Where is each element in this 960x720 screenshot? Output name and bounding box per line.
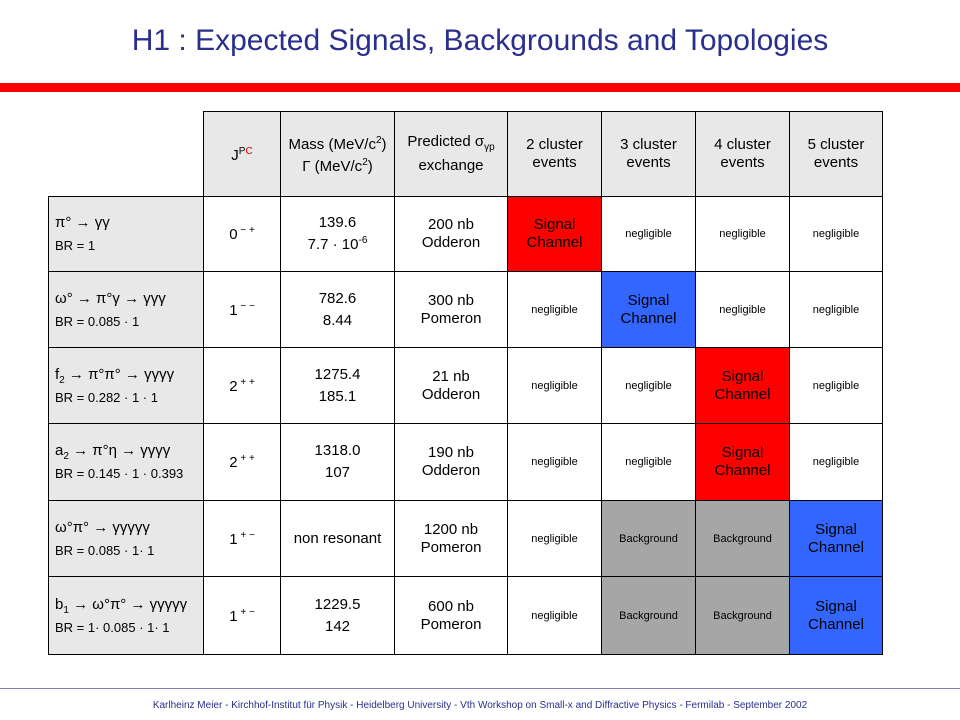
- cross-section-header: Predicted σγp exchange: [394, 111, 508, 197]
- cross-section-cell: 300 nb Pomeron: [394, 271, 508, 348]
- signals-table: JPC Mass (MeV/c2) Γ (MeV/c2) Predicted σ…: [48, 111, 883, 655]
- negligible-cell: negligible: [507, 271, 602, 348]
- mass-cell: non resonant: [280, 500, 395, 577]
- negligible-cell: negligible: [507, 347, 602, 424]
- mass-header: Mass (MeV/c2) Γ (MeV/c2): [280, 111, 395, 197]
- negligible-cell: negligible: [695, 271, 790, 348]
- negligible-cell: negligible: [507, 423, 602, 501]
- decay-cell: f2 → π°π° → γγγγ BR = 0.282 · 1 · 1: [48, 347, 204, 424]
- jpc-cell: 2 + +: [203, 347, 281, 424]
- mass-cell: 782.6 8.44: [280, 271, 395, 348]
- jpc-cell: 1 − −: [203, 271, 281, 348]
- negligible-cell: negligible: [507, 500, 602, 577]
- background-cell: Background: [601, 500, 696, 577]
- page-title: H1 : Expected Signals, Backgrounds and T…: [131, 24, 829, 57]
- jpc-cell: 0 − +: [203, 196, 281, 272]
- negligible-cell: negligible: [601, 196, 696, 272]
- negligible-cell: negligible: [789, 347, 883, 424]
- negligible-cell: negligible: [789, 423, 883, 501]
- signal-channel-cell: Signal Channel: [601, 271, 696, 348]
- cross-section-cell: 600 nb Pomeron: [394, 576, 508, 655]
- signal-channel-cell: Signal Channel: [789, 500, 883, 577]
- cross-section-cell: 200 nb Odderon: [394, 196, 508, 272]
- header-5-cluster: 5 cluster events: [789, 111, 883, 197]
- cross-section-cell: 21 nb Odderon: [394, 347, 508, 424]
- header-3-cluster: 3 cluster events: [601, 111, 696, 197]
- table-row: a2 → π°η → γγγγ BR = 0.145 · 1 · 0.393 2 +…: [48, 423, 883, 501]
- corner-cell: [48, 111, 204, 197]
- signal-channel-cell: Signal Channel: [789, 576, 883, 655]
- footer-divider: [0, 688, 960, 689]
- background-cell: Background: [601, 576, 696, 655]
- negligible-cell: negligible: [695, 196, 790, 272]
- decay-cell: π° → γγ BR = 1: [48, 196, 204, 272]
- negligible-cell: negligible: [789, 196, 883, 272]
- jpc-cell: 1 + −: [203, 500, 281, 577]
- mass-cell: 1318.0 107: [280, 423, 395, 501]
- cross-section-cell: 190 nb Odderon: [394, 423, 508, 501]
- jpc-cell: 1 + −: [203, 576, 281, 655]
- mass-cell: 139.6 7.7 · 10-6: [280, 196, 395, 272]
- cross-section-cell: 1200 nb Pomeron: [394, 500, 508, 577]
- background-cell: Background: [695, 500, 790, 577]
- jpc-cell: 2 + +: [203, 423, 281, 501]
- signal-channel-cell: Signal Channel: [507, 196, 602, 272]
- jpc-header: JPC: [203, 111, 281, 197]
- decay-cell: a2 → π°η → γγγγ BR = 0.145 · 1 · 0.393: [48, 423, 204, 501]
- background-cell: Background: [695, 576, 790, 655]
- mass-cell: 1275.4 185.1: [280, 347, 395, 424]
- decay-cell: ω°π° → γγγγγ BR = 0.085 · 1· 1: [48, 500, 204, 577]
- header-2-cluster: 2 cluster events: [507, 111, 602, 197]
- negligible-cell: negligible: [789, 271, 883, 348]
- footer-text: Karlheinz Meier - Kirchhof-Institut für …: [152, 700, 808, 711]
- signal-channel-cell: Signal Channel: [695, 347, 790, 424]
- header-4-cluster: 4 cluster events: [695, 111, 790, 197]
- title-divider: [0, 83, 960, 92]
- decay-cell: b1 → ω°π° → γγγγγ BR = 1· 0.085 · 1· 1: [48, 576, 204, 655]
- signal-channel-cell: Signal Channel: [695, 423, 790, 501]
- negligible-cell: negligible: [601, 347, 696, 424]
- decay-cell: ω° → π°γ → γγγ BR = 0.085 · 1: [48, 271, 204, 348]
- negligible-cell: negligible: [601, 423, 696, 501]
- negligible-cell: negligible: [507, 576, 602, 655]
- mass-cell: 1229.5 142: [280, 576, 395, 655]
- header-row: JPC Mass (MeV/c2) Γ (MeV/c2) Predicted σ…: [48, 111, 883, 197]
